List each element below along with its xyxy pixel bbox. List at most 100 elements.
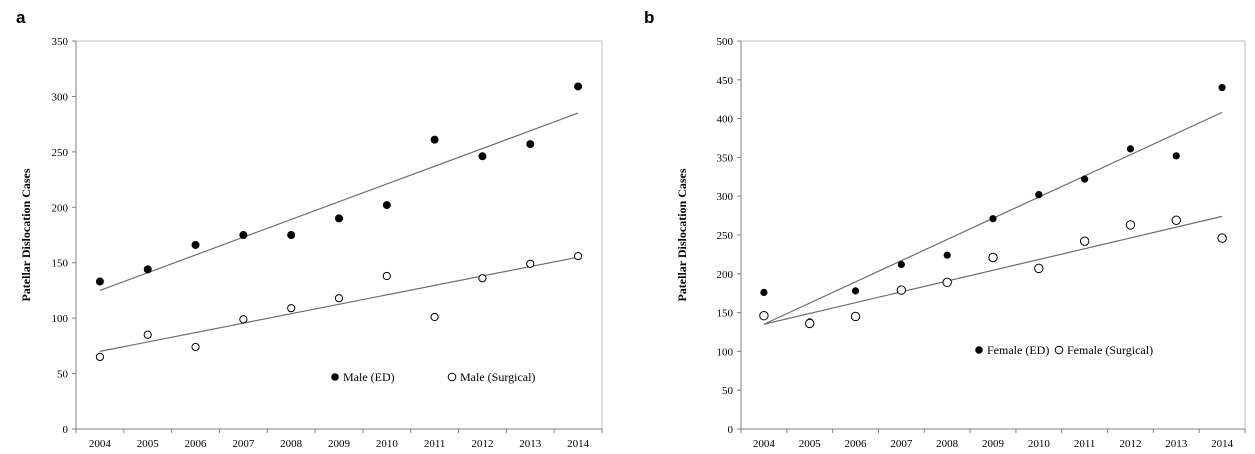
- chart-a-y-tick-label: 350: [52, 36, 69, 48]
- chart-a-series-surgical-point: [573, 251, 583, 261]
- chart-b-series-surgical-point: [1171, 215, 1181, 225]
- chart-b-series-ed-point: [897, 260, 905, 269]
- chart-b-series-surgical-point: [759, 311, 769, 321]
- chart-b-y-tick-label: 500: [717, 36, 734, 48]
- chart-b-y-tick-label: 100: [717, 346, 734, 358]
- chart-a-y-tick-label: 250: [52, 147, 69, 159]
- chart-a-series-surgical-point: [95, 352, 105, 362]
- chart-b-x-tick-label: 2008: [936, 438, 959, 450]
- chart-a-y-tick-label: 100: [52, 313, 69, 325]
- chart-a-series-surgical-point: [287, 304, 296, 313]
- chart-a-x-tick-label: 2011: [424, 438, 446, 450]
- chart-b-series-ed-point: [1035, 191, 1043, 199]
- chart-b-legend-marker-surgical: [1054, 345, 1064, 355]
- chart-a-series-ed-trendline: [99, 112, 579, 291]
- chart-b-series-surgical-point: [1034, 263, 1044, 274]
- chart-a-x-tick-label: 2008: [280, 438, 303, 450]
- chart-b-x-tick-label: 2010: [1028, 438, 1051, 450]
- chart-a-series-surgical-point: [430, 312, 439, 322]
- chart-a-x-tick-label: 2005: [137, 438, 160, 450]
- chart-a-series-ed-point: [143, 265, 152, 274]
- chart-b-series-ed-point: [989, 215, 997, 223]
- chart-b-legend-label-ed: Female (ED): [987, 343, 1049, 357]
- chart-b-y-tick-label: 300: [717, 191, 734, 203]
- chart-b-x-tick-label: 2007: [890, 438, 913, 450]
- chart-b-svg: 0 50 100 150 200 250 300 350 400 450 500 2004 2005 20…: [675, 36, 1246, 450]
- chart-a-x-tick-label: 2004: [89, 438, 112, 450]
- chart-b-x-tick-label: 2013: [1165, 438, 1188, 450]
- chart-a-legend-marker-surgical: [447, 372, 457, 382]
- chart-b-series-ed-point: [760, 288, 768, 297]
- chart-a-series-surgical-point: [191, 342, 200, 352]
- chart-a-x-tick-label: 2007: [232, 438, 255, 450]
- chart-a-series-surgical-point: [526, 259, 535, 268]
- chart-a-svg: 0 50 100 150 200 250 300 350 2004 2005 2006 2007 200…: [19, 36, 603, 450]
- chart-b-series-surgical-point: [988, 252, 998, 263]
- chart-b-series-surgical-point: [1125, 220, 1136, 230]
- chart-b-series-ed-point: [851, 287, 860, 295]
- chart-b-series-ed-point: [1172, 152, 1180, 160]
- chart-a-series-ed-point: [382, 201, 391, 210]
- chart-a-x-tick-label: 2014: [567, 438, 590, 450]
- chart-b-x-tick-label: 2005: [799, 438, 822, 450]
- chart-a-x-tick-label: 2006: [185, 438, 208, 450]
- chart-panel-a: a 0 50 100 150 200 250 300 350 2004 2005 2006 2007 2…: [0, 0, 620, 454]
- chart-a-y-tick-label: 0: [63, 424, 69, 436]
- chart-a-y-tick-label: 150: [52, 258, 69, 270]
- chart-b-y-tick-label: 450: [717, 75, 734, 87]
- chart-b-y-axis-label: Patellar Dislocation Cases: [675, 168, 689, 301]
- chart-a-series-surgical-point: [239, 315, 248, 324]
- chart-b-y-tick-label: 50: [722, 385, 734, 397]
- chart-a-x-tick-label: 2010: [376, 438, 399, 450]
- chart-b-series-surgical-point: [942, 277, 952, 288]
- chart-a-y-axis-label: Patellar Dislocation Cases: [19, 168, 33, 301]
- chart-b-series-ed-point: [1081, 175, 1089, 183]
- chart-b-y-tick-label: 150: [717, 308, 734, 320]
- chart-a-series-surgical-point: [382, 271, 391, 281]
- chart-b-y-tick-label: 400: [717, 114, 734, 126]
- chart-b-y-tick-label: 250: [717, 230, 734, 242]
- chart-panel-b: b 0 50 100 150 200 250 300 350 400 450 500 2004 2005…: [630, 0, 1255, 454]
- chart-b-x-tick-label: 2014: [1211, 438, 1234, 450]
- chart-b-series-ed-point: [943, 251, 951, 259]
- chart-b-x-tick-label: 2004: [753, 438, 776, 450]
- chart-a-x-tick-label: 2009: [328, 438, 351, 450]
- chart-a-series-ed-point: [95, 277, 104, 286]
- chart-a-y-tick-label: 200: [52, 202, 69, 214]
- chart-a-series-surgical-point: [143, 330, 152, 339]
- chart-b-legend-marker-ed: [975, 346, 983, 354]
- chart-a-series-surgical-trendline: [99, 256, 579, 352]
- chart-b-series-surgical-trendline: [763, 215, 1223, 325]
- chart-a-legend-marker-ed: [331, 373, 339, 381]
- chart-b-y-tick-label: 350: [717, 152, 734, 164]
- chart-b-y-tick-label: 200: [717, 269, 734, 281]
- chart-a-x-tick-label: 2013: [519, 438, 542, 450]
- chart-a-series-ed-point: [478, 152, 487, 161]
- chart-b-series-surgical-point: [896, 285, 907, 295]
- panel-letter-b: b: [644, 8, 655, 27]
- chart-a-series-surgical-point: [334, 294, 344, 303]
- chart-b-plot-frame: [740, 40, 1246, 430]
- chart-b-x-tick-label: 2011: [1074, 438, 1096, 450]
- chart-a-x-tick-label: 2012: [471, 438, 493, 450]
- chart-b-series-ed-point: [1126, 145, 1135, 153]
- chart-a-series-ed-point: [334, 214, 343, 223]
- chart-b-series-surgical-point: [850, 311, 861, 322]
- chart-a-series-surgical-point: [478, 274, 487, 283]
- chart-b-series-ed-point: [1218, 83, 1226, 92]
- chart-b-series-surgical-point: [805, 318, 815, 329]
- chart-b-series-surgical-point: [1217, 233, 1227, 243]
- chart-a-y-tick-label: 50: [57, 369, 69, 381]
- chart-b-x-tick-label: 2006: [845, 438, 868, 450]
- chart-a-legend-label-surgical: Male (Surgical): [460, 370, 535, 384]
- chart-b-x-tick-label: 2012: [1119, 438, 1141, 450]
- chart-a-series-ed-point: [191, 240, 200, 249]
- chart-b-x-tick-label: 2009: [982, 438, 1005, 450]
- chart-b-y-tick-label: 0: [728, 424, 734, 436]
- chart-b-series-surgical-point: [1079, 236, 1090, 246]
- chart-a-series-ed-point: [526, 140, 535, 149]
- chart-a-series-ed-point: [574, 82, 583, 91]
- chart-a-series-ed-point: [430, 135, 439, 144]
- chart-a-legend-label-ed: Male (ED): [343, 370, 395, 384]
- chart-a-series-ed-point: [239, 230, 248, 239]
